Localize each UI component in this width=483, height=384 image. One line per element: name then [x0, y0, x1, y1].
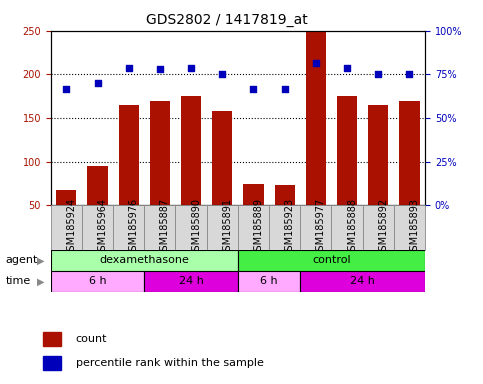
Text: GSM185976: GSM185976: [128, 198, 139, 257]
Text: 24 h: 24 h: [350, 276, 375, 286]
FancyBboxPatch shape: [300, 271, 425, 292]
Point: [312, 60, 320, 66]
Text: count: count: [75, 334, 107, 344]
FancyBboxPatch shape: [144, 205, 175, 250]
Point: [187, 65, 195, 71]
Text: agent: agent: [6, 255, 38, 265]
Text: GDS2802 / 1417819_at: GDS2802 / 1417819_at: [146, 13, 308, 26]
Bar: [368, 105, 388, 249]
Text: ▶: ▶: [37, 276, 45, 286]
Bar: [56, 190, 76, 249]
Bar: [399, 101, 420, 249]
Point: [218, 71, 226, 78]
FancyBboxPatch shape: [51, 271, 144, 292]
Point: [125, 65, 132, 71]
Text: GSM185887: GSM185887: [160, 198, 170, 257]
FancyBboxPatch shape: [238, 205, 269, 250]
Bar: [87, 166, 108, 249]
FancyBboxPatch shape: [144, 271, 238, 292]
Text: GSM185892: GSM185892: [378, 198, 388, 257]
FancyBboxPatch shape: [238, 271, 300, 292]
FancyBboxPatch shape: [51, 250, 238, 271]
Text: GSM185890: GSM185890: [191, 198, 201, 257]
Text: dexamethasone: dexamethasone: [99, 255, 189, 265]
Point: [156, 66, 164, 72]
Text: 24 h: 24 h: [179, 276, 203, 286]
Bar: [43, 356, 61, 370]
Bar: [43, 333, 61, 346]
Bar: [212, 111, 232, 249]
Bar: [243, 184, 264, 249]
FancyBboxPatch shape: [300, 205, 331, 250]
Text: control: control: [312, 255, 351, 265]
Bar: [306, 33, 326, 249]
Text: GSM185977: GSM185977: [316, 198, 326, 257]
Point: [374, 71, 382, 78]
FancyBboxPatch shape: [363, 205, 394, 250]
FancyBboxPatch shape: [238, 250, 425, 271]
Text: GSM185923: GSM185923: [284, 198, 295, 257]
FancyBboxPatch shape: [113, 205, 144, 250]
FancyBboxPatch shape: [269, 205, 300, 250]
Point: [343, 65, 351, 71]
Text: 6 h: 6 h: [260, 276, 278, 286]
Bar: [274, 185, 295, 249]
Text: GSM185889: GSM185889: [254, 198, 263, 257]
Text: GSM185891: GSM185891: [222, 198, 232, 257]
Text: time: time: [6, 276, 31, 286]
Point: [406, 71, 413, 78]
Bar: [337, 96, 357, 249]
FancyBboxPatch shape: [331, 205, 363, 250]
Point: [62, 86, 70, 92]
Text: GSM185964: GSM185964: [98, 198, 108, 257]
Point: [250, 86, 257, 92]
Text: ▶: ▶: [37, 255, 45, 265]
FancyBboxPatch shape: [394, 205, 425, 250]
FancyBboxPatch shape: [175, 205, 207, 250]
Text: GSM185893: GSM185893: [410, 198, 419, 257]
Text: GSM185888: GSM185888: [347, 198, 357, 257]
Point: [94, 80, 101, 86]
Text: percentile rank within the sample: percentile rank within the sample: [75, 358, 263, 368]
Bar: [150, 101, 170, 249]
FancyBboxPatch shape: [207, 205, 238, 250]
FancyBboxPatch shape: [82, 205, 113, 250]
Bar: [118, 105, 139, 249]
Bar: [181, 96, 201, 249]
Point: [281, 86, 288, 92]
FancyBboxPatch shape: [51, 205, 82, 250]
Text: GSM185924: GSM185924: [66, 198, 76, 257]
Text: 6 h: 6 h: [89, 276, 106, 286]
